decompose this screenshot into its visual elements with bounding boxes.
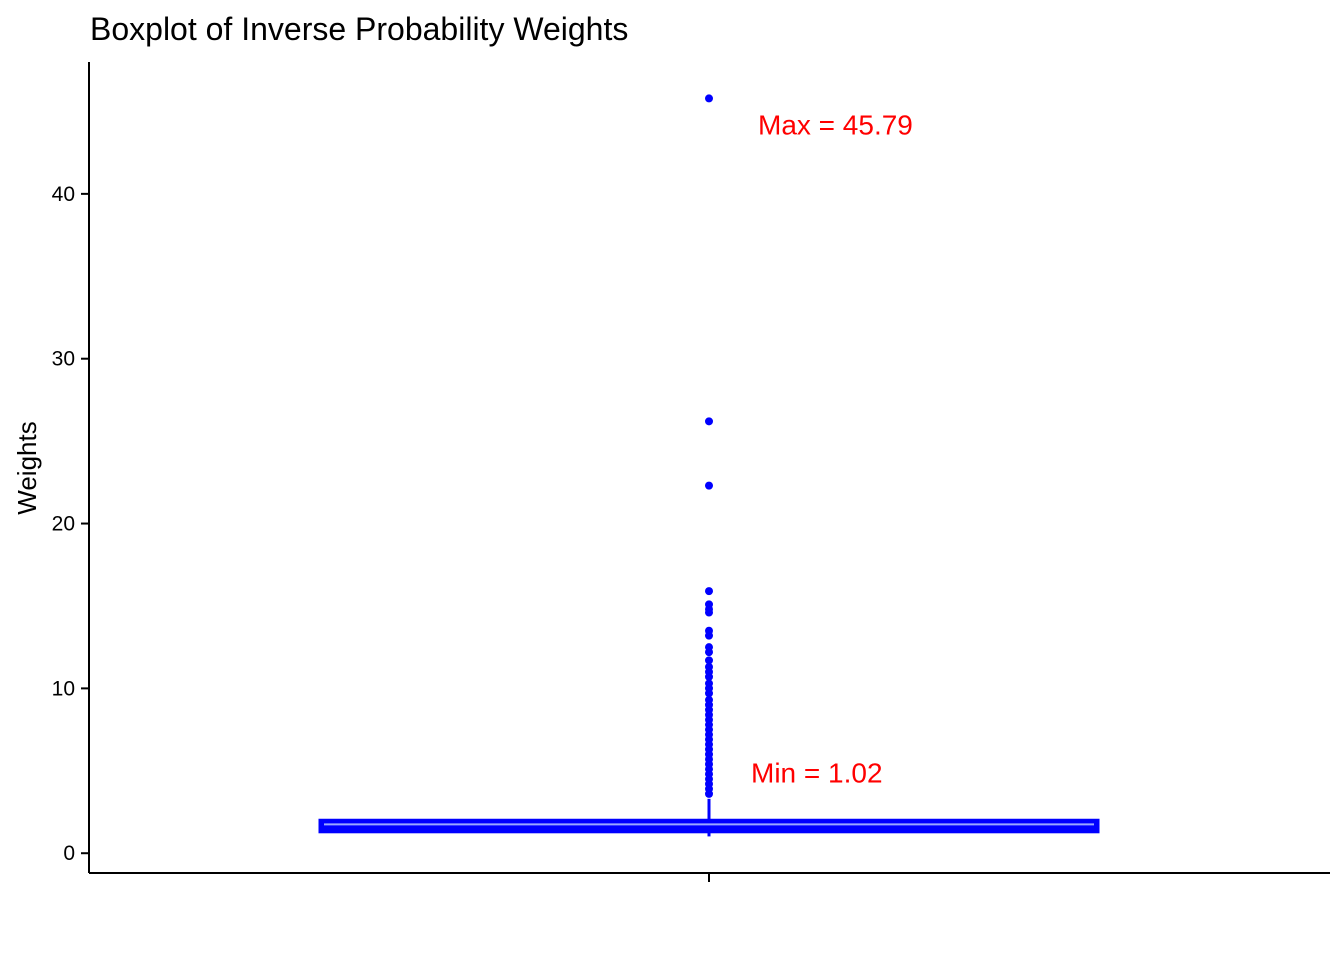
outlier-point (705, 608, 713, 617)
y-tick-label: 0 (63, 842, 75, 865)
chart-title: Boxplot of Inverse Probability Weights (90, 11, 628, 47)
outlier-point (705, 94, 713, 103)
outlier-point (705, 672, 713, 681)
y-tick-label: 30 (52, 348, 75, 371)
annotation-label: Min = 1.02 (751, 757, 883, 788)
outlier-point (705, 789, 713, 798)
outlier-point (705, 631, 713, 640)
outlier-point (705, 648, 713, 657)
plot-area: 0 10 20 30 40 Max = 45.79 Min = 1.02 (52, 62, 1330, 882)
y-tick-label: 40 (52, 183, 75, 206)
y-axis-label: Weights (12, 421, 42, 514)
outlier-point (705, 417, 713, 426)
outlier-point (705, 656, 713, 665)
y-tick-label: 20 (52, 513, 75, 536)
outlier-point (705, 481, 713, 490)
outlier-point (705, 587, 713, 596)
box (318, 818, 1100, 834)
annotation-label: Max = 45.79 (758, 110, 913, 141)
y-tick-label: 10 (52, 677, 75, 700)
outlier-point (705, 689, 713, 698)
